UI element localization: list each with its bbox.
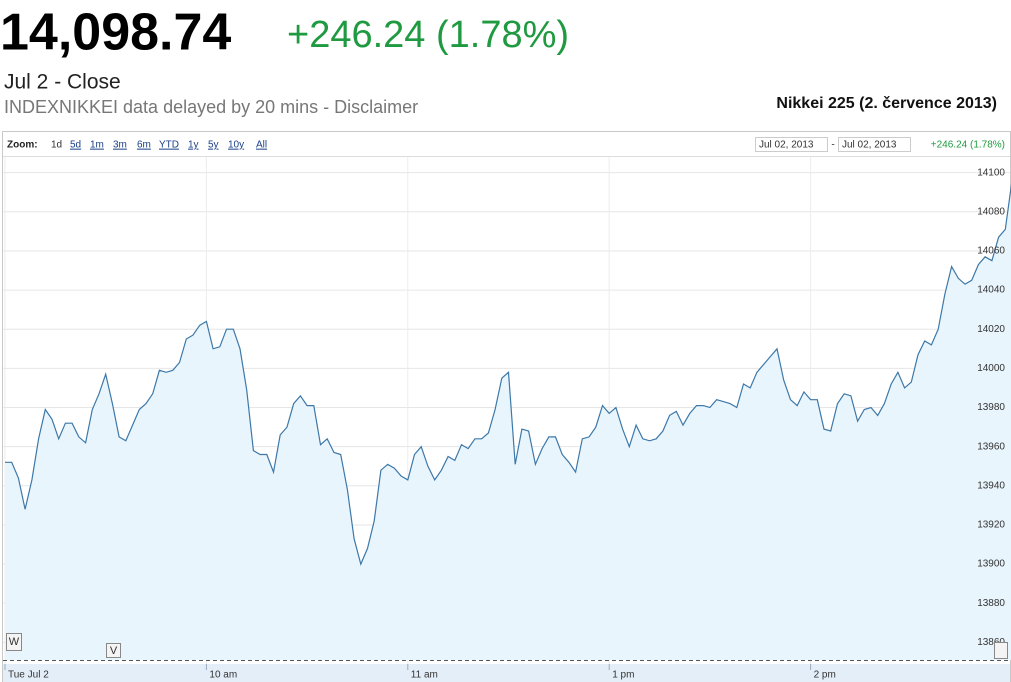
zoom-link[interactable]: 1y [188, 140, 199, 151]
y-tick-label: 13960 [977, 441, 1005, 452]
y-tick-label: 14100 [977, 167, 1005, 178]
annotation-flag[interactable] [6, 633, 22, 651]
x-tick-label: 1 pm [612, 670, 634, 681]
annotation-label[interactable]: W [9, 636, 20, 648]
zoom-link[interactable]: 5d [70, 140, 81, 151]
y-tick-label: 14040 [977, 285, 1005, 296]
area [5, 187, 1011, 660]
y-tick-label: 13860 [977, 637, 1005, 648]
range-box [755, 137, 828, 152]
y-tick-label: 14000 [977, 363, 1005, 374]
zoom-link[interactable]: 10y [228, 140, 244, 151]
y-tick-label: 14080 [977, 206, 1005, 217]
price-line [5, 183, 1011, 566]
price-change: +246.24 (1.78%) [287, 14, 569, 56]
y-tick-label: 13940 [977, 480, 1005, 491]
range-change: +246.24 (1.78%) [931, 140, 1005, 151]
zoom-link[interactable]: 5y [208, 140, 219, 151]
annotation-label[interactable]: V [110, 645, 118, 657]
y-tick-label: 13900 [977, 559, 1005, 570]
y-tick-label: 14060 [977, 246, 1005, 257]
close-label: Jul 2 - Close [4, 71, 121, 94]
y-tick-label: 13920 [977, 520, 1005, 531]
y-tick-label: 13980 [977, 402, 1005, 413]
zoom-link[interactable]: 3m [113, 140, 127, 151]
range-from[interactable]: Jul 02, 2013 [759, 140, 814, 151]
y-tick-label: 13880 [977, 598, 1005, 609]
price: 14,098.74 [0, 4, 231, 62]
range-separator: - [831, 140, 834, 151]
x-tick-label: 2 pm [814, 670, 836, 681]
x-tick-label: Tue Jul 2 [8, 670, 49, 681]
range-box [838, 137, 911, 152]
zoom-link[interactable]: 1m [90, 140, 104, 151]
zoom-link[interactable]: All [256, 140, 267, 151]
x-axis-strip [3, 664, 1010, 682]
x-tick-label: 11 am [411, 670, 438, 681]
annotation-flag[interactable] [106, 643, 121, 658]
range-to[interactable]: Jul 02, 2013 [842, 140, 897, 151]
zoom-link[interactable]: 6m [137, 140, 151, 151]
delay-note: INDEXNIKKEI data delayed by 20 mins - Di… [4, 97, 418, 117]
scroll-handle[interactable] [994, 642, 1008, 659]
zoom-label: Zoom: [7, 140, 38, 151]
zoom-link[interactable]: 1d [51, 140, 62, 151]
chart-title: Nikkei 225 (2. července 2013) [776, 95, 997, 112]
x-tick-label: 10 am [209, 670, 237, 681]
zoom-link[interactable]: YTD [159, 140, 179, 151]
y-tick-label: 14020 [977, 324, 1005, 335]
